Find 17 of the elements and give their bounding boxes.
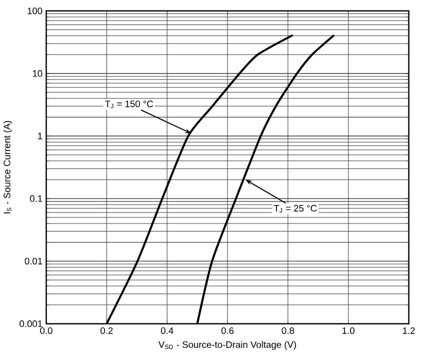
x-tick-label: 0.0 — [40, 327, 52, 334]
x-tick-label: 0.2 — [100, 327, 113, 334]
x-tick-label: 0.6 — [221, 327, 234, 334]
x-tick-label: 1.0 — [342, 327, 354, 334]
x-tick-label: 1.2 — [403, 327, 415, 334]
annotation: T$_{J}$ = 25 °C — [274, 204, 317, 212]
x-tick-label: 0.4 — [160, 327, 174, 334]
y-tick-label: 10 — [32, 70, 42, 77]
x-tick-label: 0.8 — [282, 327, 294, 334]
annotation: T$_{J}$ = 150 °C — [105, 100, 154, 108]
x-axis-title: V$_{SD}$ - Source-to-Drain Voltage (V) — [158, 340, 296, 350]
y-tick-label: 1 — [38, 132, 42, 140]
y-tick-label: 0.1 — [30, 195, 42, 202]
y-tick-label: 0.001 — [20, 320, 42, 327]
y-tick-label: 100 — [28, 7, 42, 14]
y-tick-label: 0.01 — [24, 258, 42, 264]
y-axis-title: I$_{S}$ - Source Current (A) — [3, 120, 12, 214]
